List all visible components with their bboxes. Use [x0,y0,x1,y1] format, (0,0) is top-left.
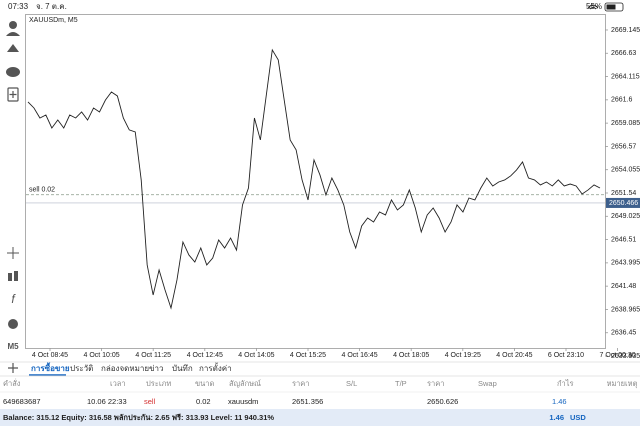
current-price-label: 2650.466 [609,200,638,207]
y-tick-label: 2664.115 [611,73,640,80]
timeframe-button[interactable]: M5 [7,342,19,351]
x-tick-label: 4 Oct 18:05 [393,352,429,359]
crosshair-icon[interactable] [7,247,19,259]
table-header: สัญลักษณ์ [229,379,261,388]
balance-currency: USD [570,413,586,422]
table-header: ประเภท [146,379,171,388]
tab[interactable]: ข่าว [149,364,163,373]
battery-icon [604,2,624,12]
indicators-icon[interactable]: f [11,292,16,306]
x-tick-label: 4 Oct 16:45 [341,352,377,359]
table-cell: sell [144,397,156,406]
account-icon[interactable] [9,21,17,29]
x-tick-label: 4 Oct 19:25 [445,352,481,359]
x-tick-label: 4 Oct 12:45 [187,352,223,359]
tab[interactable]: ประวัติ [70,364,93,373]
order-line-label: sell 0.02 [29,187,55,194]
y-tick-label: 2646.51 [611,236,636,243]
y-tick-label: 2661.6 [611,97,633,104]
table-header: หมายเหตุ [607,379,638,388]
x-tick-label: 4 Oct 15:25 [290,352,326,359]
chart-frame [25,14,606,349]
account-icon-body[interactable] [6,32,20,36]
table-header: ราคา [427,379,444,388]
y-tick-label: 2638.965 [611,306,640,313]
table-header: คำสั่ง [3,378,21,388]
orders-table: คำสั่ง เวลา ประเภท ขนาด สัญลักษณ์ ราคา S/L T/P ร… [0,378,640,406]
x-tick-label: 4 Oct 10:05 [83,352,119,359]
balance-bar [0,409,640,426]
y-tick-label: 2669.145 [611,27,640,34]
y-tick-label: 2633.935 [611,353,640,360]
current-price-box [606,197,640,208]
y-tick-label: 2656.57 [611,143,636,150]
y-tick-label: 2651.54 [611,190,636,197]
objects-icon[interactable] [8,319,18,329]
table-header: S/L [346,379,357,388]
table-header: กำไร [557,379,574,388]
add-button[interactable] [8,363,18,373]
y-tick-label: 2636.45 [611,330,636,337]
x-tick-label: 4 Oct 14:05 [238,352,274,359]
y-tick-label: 2659.085 [611,120,640,127]
trade-icon[interactable] [7,44,19,52]
price-line [27,48,601,310]
x-tick-label: 6 Oct 23:10 [548,352,584,359]
new-order-icon[interactable] [7,87,19,102]
balance-profit: 1.46 [549,413,564,422]
chart-layer: 2669.145 2666.63 2664.115 2661.6 2659.085 265… [26,27,640,360]
chart-title: XAUUSDm, M5 [29,17,78,24]
x-tick-label: 7 Oct 00:30 [599,352,635,359]
table-header: T/P [395,379,407,388]
table-cell: 0.02 [196,397,211,406]
table-cell: 1.46 [552,397,567,406]
candles-icon-2 [14,271,18,281]
candles-icon[interactable] [8,273,12,281]
tabs: การซื้อขาย ประวัติ กล่องจดหมาย ข่าว บันทึก กา… [29,362,232,376]
left-toolbar: f M5 [6,21,20,351]
x-tick-label: 4 Oct 08:45 [32,352,68,359]
balance-text: Balance: 315.12 Equity: 316.58 พลักประกั… [3,413,274,422]
status-time: 07:33 [8,2,29,11]
y-tick-label: 2643.995 [611,260,640,267]
tab[interactable]: การซื้อขาย [31,362,70,373]
table-header: เวลา [110,379,126,388]
status-date: จ. 7 ต.ค. [36,2,67,11]
table-cell: 10.06 22:33 [87,397,127,406]
table-header: Swap [478,379,497,388]
battery-level [606,4,616,10]
x-tick-label: 4 Oct 20:45 [496,352,532,359]
status-battery: 55% [586,2,602,11]
y-tick-label: 2654.055 [611,167,640,174]
y-tick-label: 2666.63 [611,50,636,57]
tab[interactable]: การตั้งค่า [199,362,232,373]
chat-icon[interactable] [6,67,20,77]
y-tick-label: 2641.48 [611,283,636,290]
table-header: ขนาด [195,379,214,388]
table-cell: 2651.356 [292,397,323,406]
table-cell: 2650.626 [427,397,458,406]
y-tick-label: 2649.025 [611,213,640,220]
tab[interactable]: บันทึก [172,364,193,373]
tab[interactable]: กล่องจดหมาย [101,364,149,373]
wifi-icon [587,4,599,10]
table-header: ราคา [292,379,309,388]
table-cell: xauusdm [228,397,258,406]
table-cell: 649683687 [3,397,41,406]
new-order-plus [9,91,17,98]
x-tick-label: 4 Oct 11:25 [135,352,171,359]
